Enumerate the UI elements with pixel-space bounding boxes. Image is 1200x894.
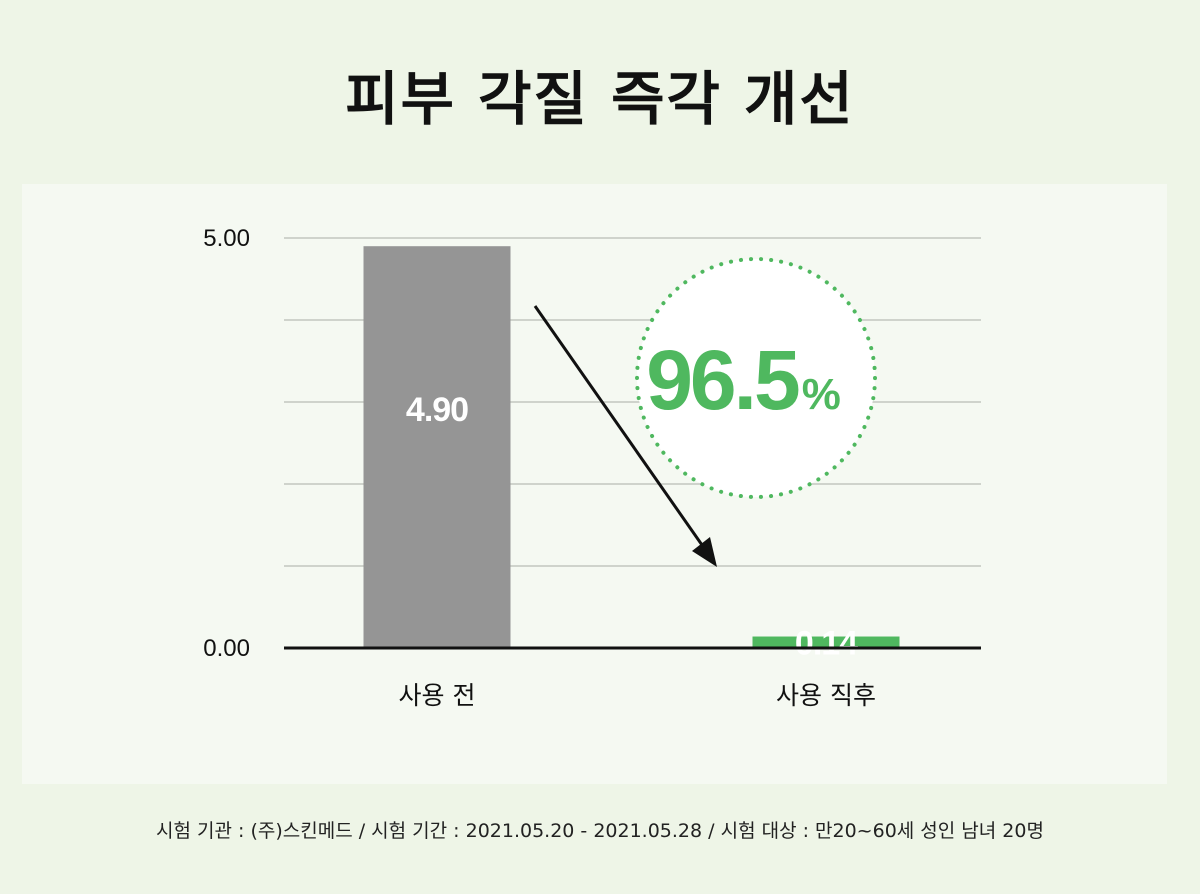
footnote: 시험 기관 : (주)스킨메드 / 시험 기간 : 2021.05.20 - 2… [156,820,1044,842]
category-label: 사용 전 [399,681,476,710]
bar-value-label: 4.90 [406,391,468,429]
bar-2 [752,636,900,648]
percent-value: 96.5 [646,333,799,427]
category-label: 사용 직후 [776,681,876,710]
decrease-arrow [533,305,704,546]
percent-sign: % [802,370,840,419]
decrease-arrowhead [692,537,717,567]
bar-value-label: 0.14 [795,624,858,662]
percent-callout-circle [635,257,877,499]
percent-callout-value: 96.5% [646,333,840,427]
chart-title: 피부 각질 즉각 개선 [345,65,855,133]
bar-1 [363,246,511,648]
y-tick-label: 5.00 [203,225,250,252]
y-tick-label: 0.00 [203,635,250,662]
